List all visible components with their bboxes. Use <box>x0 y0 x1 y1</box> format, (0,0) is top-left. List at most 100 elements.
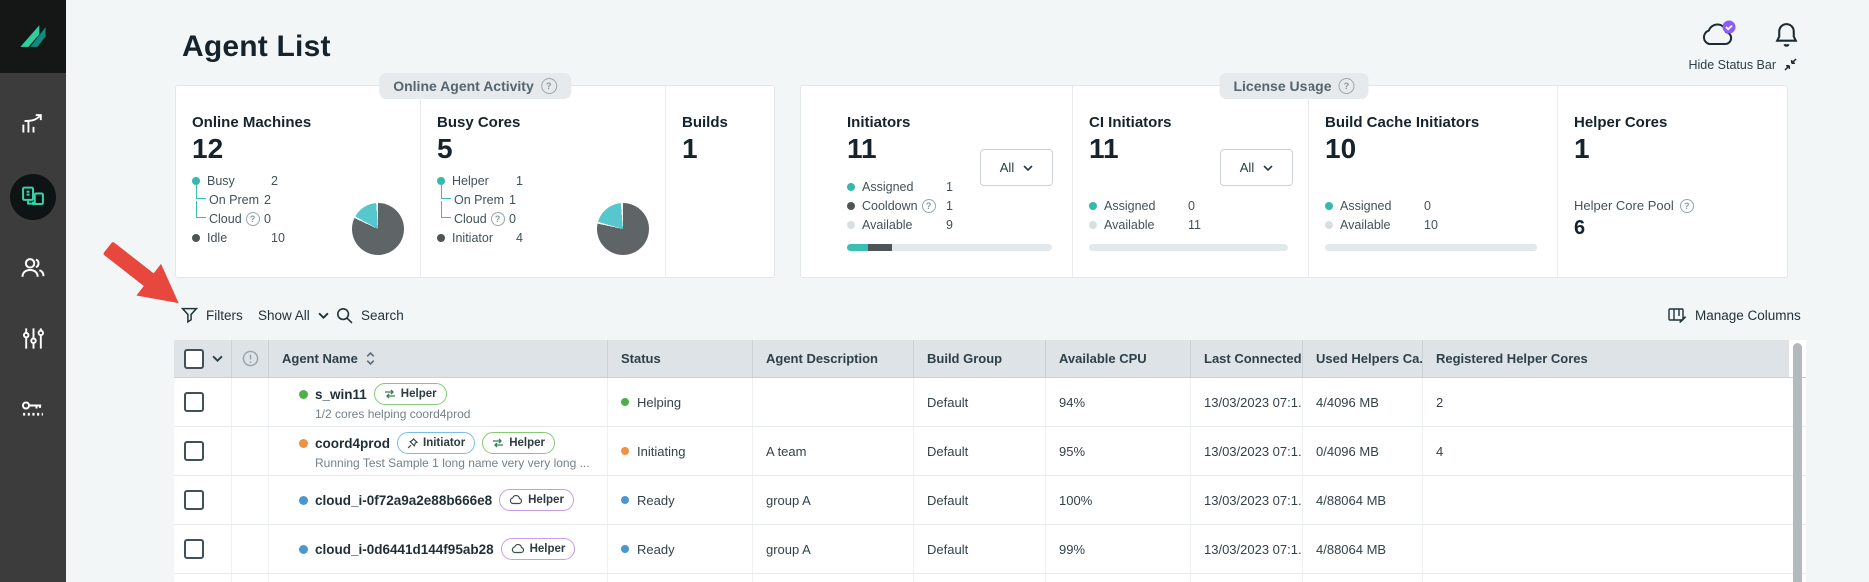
info-icon[interactable]: ? <box>1679 198 1694 213</box>
ci-initiators-card: CI Initiators 11 All Assigned 0 Availabl… <box>1073 86 1309 277</box>
card-value: 11 <box>1089 133 1119 164</box>
row-checkbox[interactable] <box>184 539 204 559</box>
status-dot <box>621 545 629 553</box>
row-checkbox[interactable] <box>184 490 204 510</box>
agent-state-dot <box>299 438 308 448</box>
header-used-helpers[interactable]: Used Helpers Ca... <box>1303 340 1423 377</box>
info-icon[interactable]: ? <box>490 211 505 226</box>
card-title: Initiators <box>847 114 911 131</box>
search-input[interactable]: Search <box>336 298 404 332</box>
build-group-cell: Default <box>914 378 1046 426</box>
app-logo[interactable] <box>0 0 66 73</box>
used-helpers-cell: 4/4096 MB <box>1303 378 1423 426</box>
agent-subtext: Running Test Sample 1 long name very ver… <box>315 456 590 470</box>
used-helpers-cell: 4/88064 MB <box>1303 525 1423 573</box>
row-checkbox[interactable] <box>184 441 204 461</box>
table-row[interactable]: cloud_i-0f72a9a2e88b666e8 Helper Ready g… <box>174 476 1806 525</box>
status-cell: Helping <box>608 378 753 426</box>
pin-icon <box>407 437 419 448</box>
collapse-icon <box>1784 58 1797 71</box>
table-toolbar: Filters Show All Search Manage Columns <box>174 298 1806 332</box>
header-alerts[interactable] <box>232 340 269 377</box>
license-key-icon <box>21 401 43 416</box>
sidebar-item-agents-selected[interactable] <box>10 174 56 220</box>
info-icon[interactable]: ? <box>245 211 260 226</box>
legend-row: Idle 10 <box>192 228 420 247</box>
build-cache-usage-bar <box>1325 244 1537 251</box>
filter-funnel-icon <box>181 307 198 323</box>
check-badge-icon <box>1722 20 1736 34</box>
available-cpu-cell: 94% <box>1046 378 1191 426</box>
table-row[interactable]: s_win11 Helper 1/2 cores helping coord4p… <box>174 378 1806 427</box>
legend-row: Assigned 1 <box>847 177 1072 196</box>
header-select-all[interactable] <box>174 340 232 377</box>
table-row[interactable]: cloud_i-0d6441d144f95ab28 Helper Ready g… <box>174 525 1806 574</box>
hide-status-bar-button[interactable]: Hide Status Bar <box>1660 57 1798 72</box>
info-icon[interactable]: ? <box>921 198 936 213</box>
header-registered-helper-cores[interactable]: Registered Helper Cores <box>1423 340 1806 377</box>
users-icon <box>21 258 45 277</box>
assigned-dot <box>847 182 855 191</box>
header-available-cpu[interactable]: Available CPU <box>1046 340 1191 377</box>
sidebar-item-settings[interactable] <box>0 325 66 352</box>
legend-row: On Prem 2 <box>192 182 420 209</box>
used-helpers-cell: 0/4096 MB <box>1303 427 1423 475</box>
cloud-status-button[interactable] <box>1700 20 1738 50</box>
select-all-checkbox[interactable] <box>184 348 204 369</box>
agent-state-dot <box>299 389 308 399</box>
registered-cores-cell: 4 <box>1436 443 1444 459</box>
sidebar-item-license[interactable] <box>0 395 66 423</box>
swap-icon <box>384 389 395 399</box>
status-cell: Ready <box>608 525 753 573</box>
filters-button[interactable]: Filters <box>181 298 243 332</box>
busy-cores-pie-chart <box>597 203 649 255</box>
header-agent-name[interactable]: Agent Name <box>269 340 608 377</box>
legend-row: Available 9 <box>847 215 1072 234</box>
legend-row: Cooldown? 1 <box>847 196 1072 215</box>
sidebar-item-dashboard[interactable] <box>0 110 66 137</box>
initiators-filter-dropdown[interactable]: All <box>980 149 1053 186</box>
status-cell: Ready <box>608 476 753 524</box>
info-icon[interactable]: ? <box>540 78 557 94</box>
agent-name: coord4prod <box>315 435 391 451</box>
row-checkbox[interactable] <box>184 392 204 412</box>
initiators-card: Initiators 11 All Assigned 1 Cooldown? <box>801 86 1073 277</box>
chevron-down-icon <box>1263 164 1273 171</box>
header-build-group[interactable]: Build Group <box>914 340 1046 377</box>
last-connected-cell: 13/03/2023 07:1... <box>1191 525 1303 573</box>
legend-row: Initiator 4 <box>437 228 665 247</box>
sidebar <box>0 0 66 582</box>
description-cell <box>753 378 914 426</box>
header-last-connected[interactable]: Last Connected <box>1191 340 1303 377</box>
sort-icon[interactable] <box>366 352 375 365</box>
sidebar-item-users[interactable] <box>0 254 66 282</box>
header-agent-description[interactable]: Agent Description <box>753 340 914 377</box>
manage-columns-button[interactable]: Manage Columns <box>1668 298 1801 332</box>
info-icon[interactable]: ? <box>1338 78 1355 94</box>
legend-row: Cloud? 0 <box>437 201 665 228</box>
settings-sliders-icon <box>22 328 44 349</box>
build-group-cell: Default <box>914 427 1046 475</box>
cloud-icon <box>511 544 524 554</box>
table-row-partial <box>174 574 1806 582</box>
header-status[interactable]: Status <box>608 340 753 377</box>
initiator-dot <box>437 233 445 242</box>
show-all-dropdown[interactable]: Show All <box>258 298 329 332</box>
available-dot <box>1325 220 1333 229</box>
table-row[interactable]: coord4prod Initiator Helper Runni <box>174 427 1806 476</box>
cooldown-dot <box>847 201 855 210</box>
last-connected-cell: 13/03/2023 07:1... <box>1191 378 1303 426</box>
page-title: Agent List <box>182 30 331 64</box>
legend-row: Cloud? 0 <box>192 201 420 228</box>
legend-row: On Prem 1 <box>437 182 665 209</box>
description-cell: group A <box>753 476 914 524</box>
notifications-button[interactable] <box>1774 21 1799 49</box>
status-dot <box>621 447 629 455</box>
description-cell: group A <box>753 525 914 573</box>
ci-initiators-filter-dropdown[interactable]: All <box>1220 149 1293 186</box>
vertical-scrollbar[interactable] <box>1793 343 1802 582</box>
initiator-badge: Initiator <box>397 432 476 454</box>
card-title: Build Cache Initiators <box>1325 114 1480 131</box>
card-value: 1 <box>682 133 698 164</box>
chevron-down-icon[interactable] <box>212 355 223 362</box>
